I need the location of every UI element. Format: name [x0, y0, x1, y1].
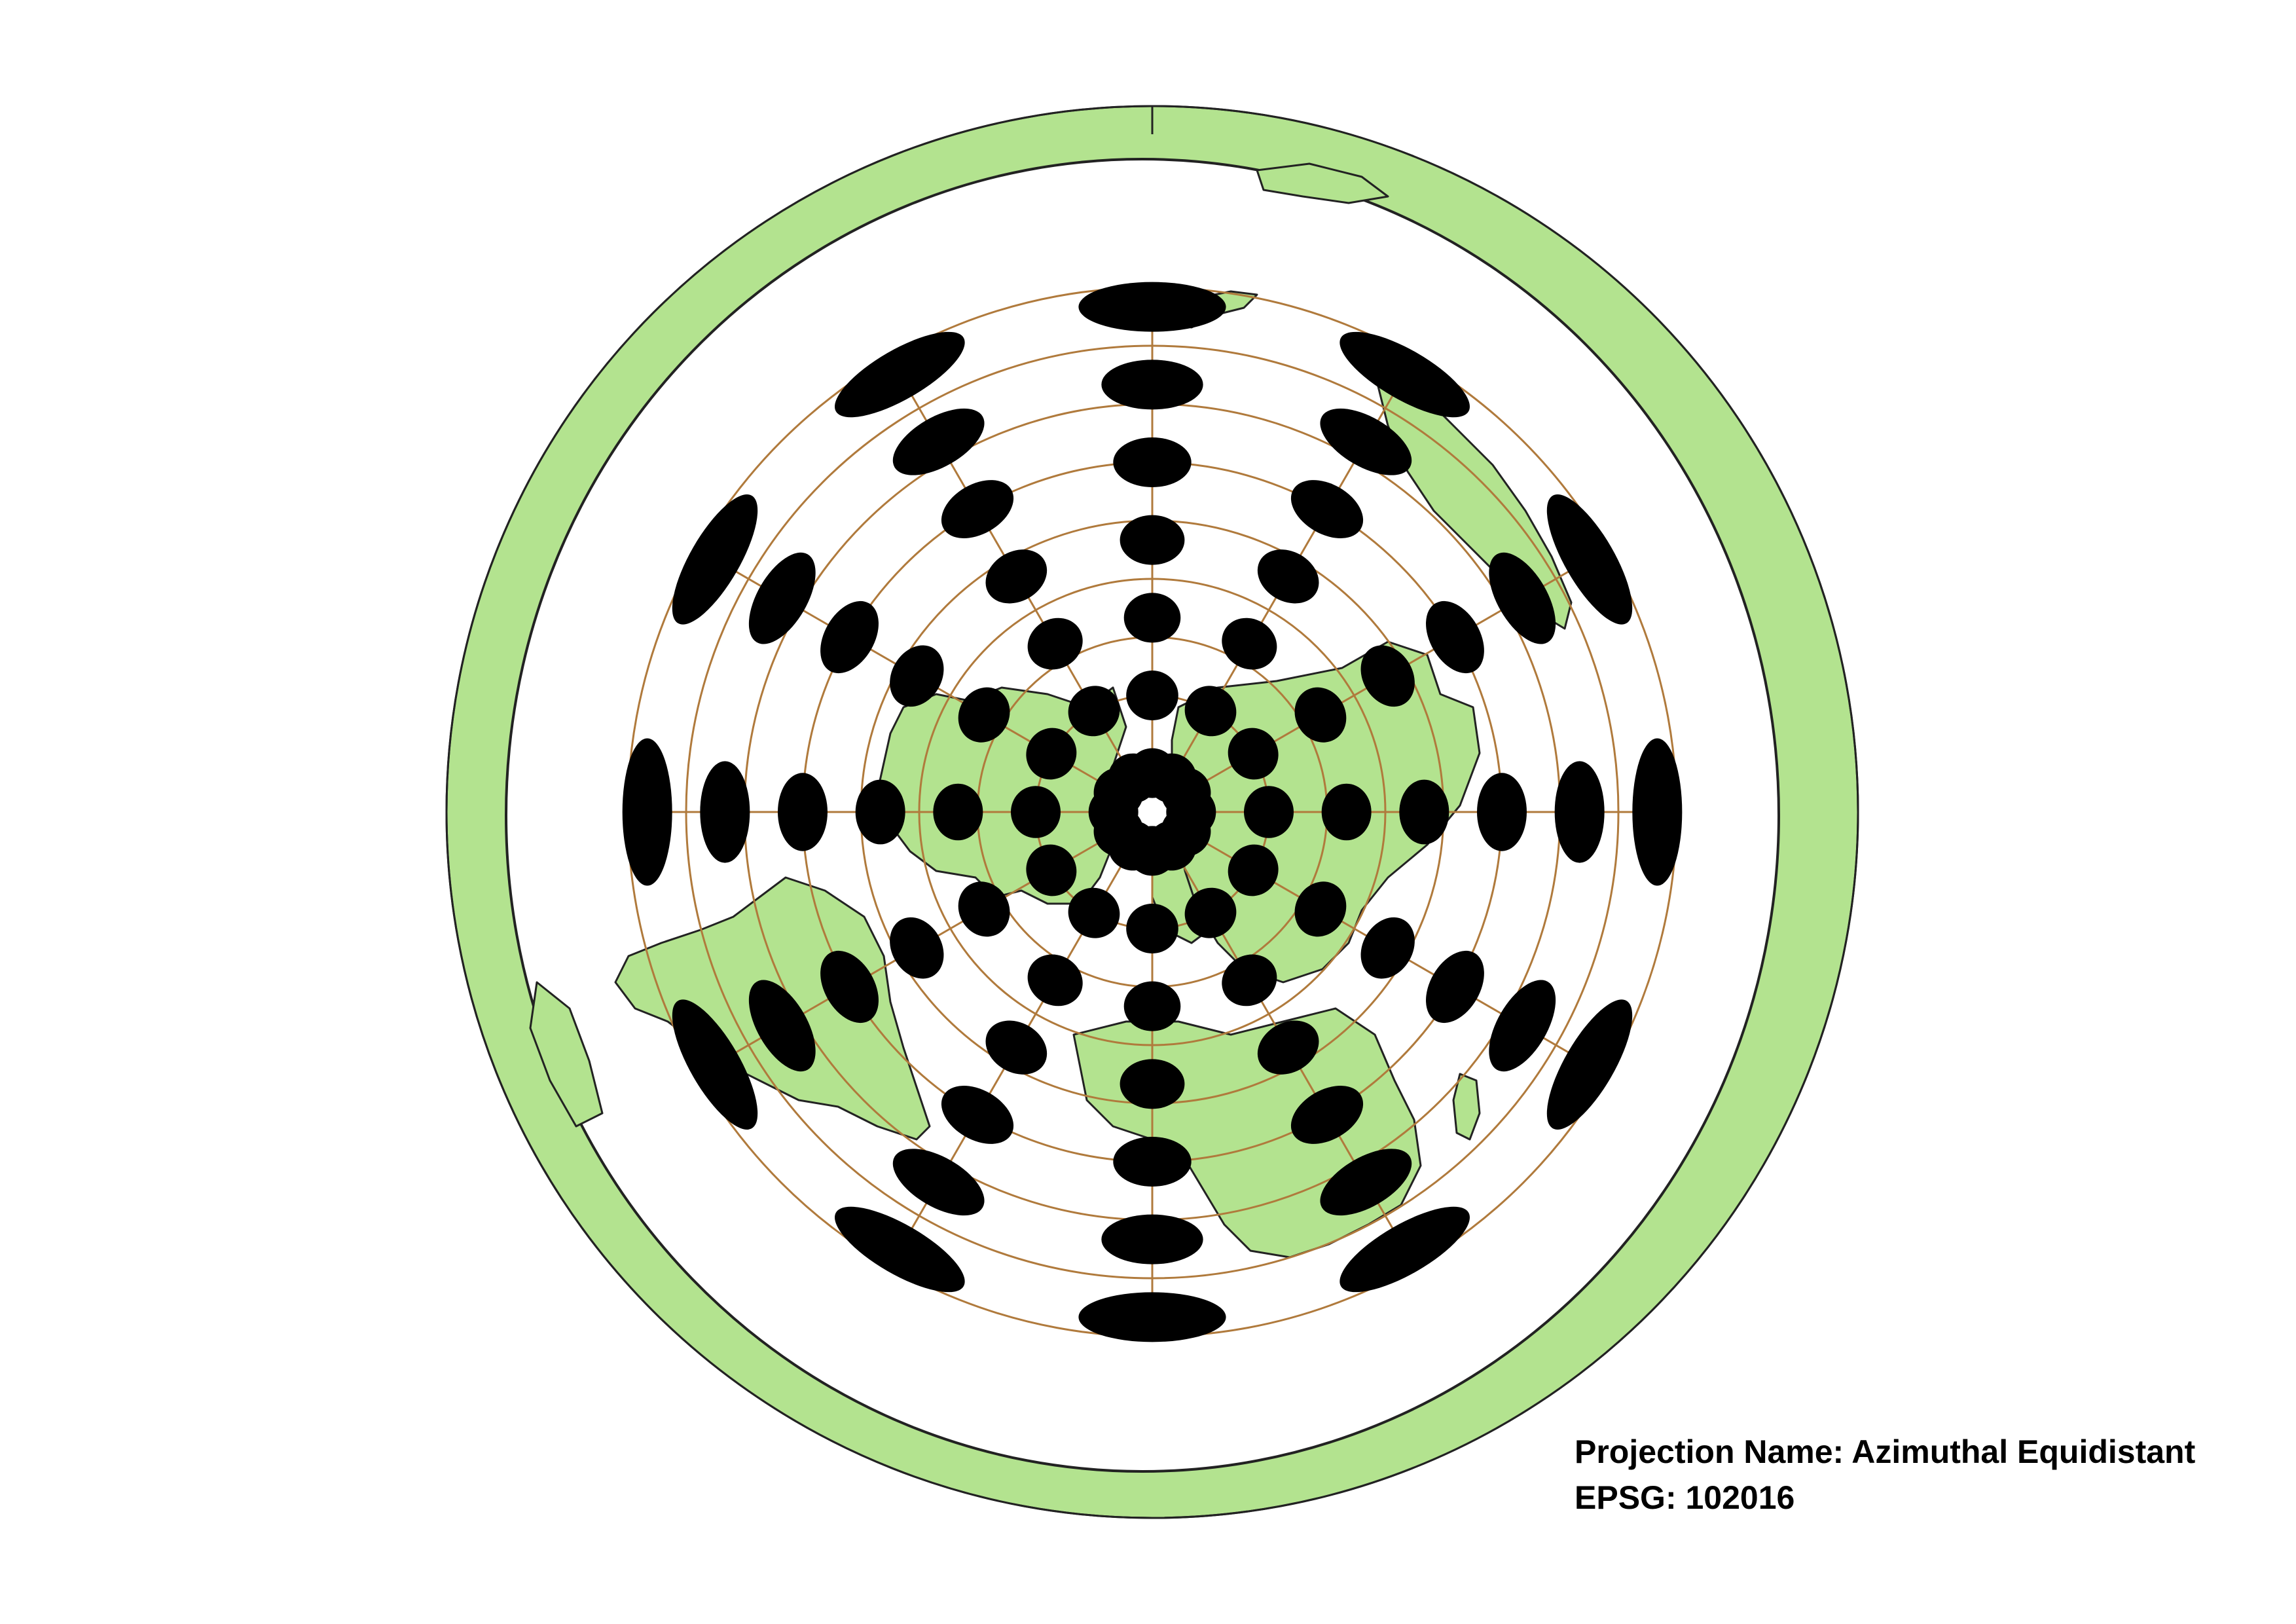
tissot-ellipse — [1184, 887, 1237, 938]
tissot-ellipse — [1477, 773, 1527, 851]
map-caption: Projection Name: Azimuthal Equidistant E… — [1575, 1429, 2195, 1521]
tissot-ellipse — [1113, 1137, 1192, 1187]
tissot-indicatrices — [622, 282, 1683, 1342]
epsg-label: EPSG: 102016 — [1575, 1479, 1795, 1516]
tissot-ellipse — [1101, 1214, 1203, 1264]
tissot-ellipse — [672, 494, 758, 625]
tissot-ellipse — [1257, 1020, 1319, 1075]
tissot-ellipse — [890, 917, 944, 979]
tissot-ellipse — [941, 1086, 1014, 1144]
tissot-ellipse — [1489, 980, 1556, 1072]
tissot-ellipse — [985, 549, 1048, 604]
tissot-ellipse — [1339, 1206, 1470, 1293]
tissot-ellipse — [1244, 786, 1294, 838]
tissot-ellipse — [1339, 331, 1470, 418]
tissot-ellipse — [1632, 738, 1683, 886]
tissot-ellipse — [1123, 593, 1181, 643]
landmass-australia-fringe — [1256, 162, 1389, 204]
tissot-ellipse — [985, 1020, 1048, 1075]
tissot-ellipse — [1554, 761, 1605, 863]
tissot-ellipse — [835, 1206, 965, 1293]
tissot-ellipse — [1360, 917, 1415, 979]
tissot-ellipse — [1228, 844, 1279, 896]
projection-name-label: Projection Name: Azimuthal Equidistant — [1575, 1433, 2196, 1470]
tissot-ellipse — [855, 779, 905, 845]
tissot-ellipse — [1222, 954, 1277, 1006]
tissot-ellipse — [890, 645, 944, 707]
tissot-ellipse — [1027, 954, 1083, 1006]
tissot-ellipse — [1120, 515, 1185, 565]
tissot-ellipse — [1120, 1059, 1185, 1109]
tissot-ellipse — [892, 408, 985, 475]
tissot-ellipse — [958, 687, 1010, 743]
tissot-ellipse — [1027, 618, 1083, 670]
tissot-ellipse — [933, 783, 983, 841]
tissot-ellipse — [1546, 494, 1633, 625]
tissot-ellipse — [1123, 981, 1181, 1031]
tissot-ellipse — [1489, 552, 1556, 644]
tissot-ellipse — [1068, 887, 1120, 938]
tissot-ellipse — [1068, 686, 1120, 737]
tissot-ellipse — [1320, 408, 1412, 475]
tissot-ellipse — [1290, 480, 1364, 538]
tissot-ellipse — [1320, 1149, 1412, 1216]
tissot-ellipse — [892, 1149, 985, 1216]
tissot-ellipse — [1026, 728, 1077, 780]
tissot-ellipse — [1360, 645, 1415, 707]
tissot-ellipse — [1426, 950, 1484, 1024]
tissot-ellipse — [1101, 360, 1203, 410]
landmass-madagascar — [1452, 1073, 1481, 1141]
tissot-ellipse — [835, 331, 965, 418]
tissot-ellipse — [1290, 1086, 1364, 1144]
tissot-ellipse — [1126, 671, 1178, 720]
tissot-ellipse — [1078, 282, 1226, 332]
tissot-ellipse — [1011, 786, 1061, 838]
tissot-ellipse — [1257, 549, 1319, 604]
tissot-ellipse — [748, 552, 816, 644]
tissot-ellipse — [820, 600, 879, 674]
tissot-ellipse — [1294, 687, 1347, 743]
tissot-ellipse — [820, 950, 879, 1024]
globe-border — [445, 105, 1859, 1519]
tissot-ellipse — [958, 881, 1010, 937]
tissot-ellipse — [1026, 844, 1077, 896]
tissot-ellipse — [1294, 881, 1347, 937]
tissot-ellipse — [1184, 686, 1237, 737]
tissot-ellipse — [778, 773, 828, 851]
tissot-ellipse — [1108, 753, 1158, 803]
tissot-ellipse — [1228, 728, 1279, 780]
tissot-ellipse — [1078, 1292, 1226, 1342]
tissot-ellipse — [1113, 437, 1192, 487]
landmass-fringe-left — [529, 981, 604, 1128]
tissot-ellipse — [1126, 904, 1178, 953]
tissot-ellipse — [622, 738, 672, 886]
tissot-ellipse — [748, 980, 816, 1072]
tissot-ellipse — [672, 999, 758, 1130]
tissot-ellipse — [1426, 600, 1484, 674]
tissot-ellipse — [1222, 618, 1277, 670]
tissot-ellipse — [700, 761, 750, 863]
tissot-ellipse — [941, 480, 1014, 538]
tissot-ellipse — [1546, 999, 1633, 1130]
tissot-ellipse — [1399, 779, 1449, 845]
tissot-ellipse — [1321, 783, 1372, 841]
